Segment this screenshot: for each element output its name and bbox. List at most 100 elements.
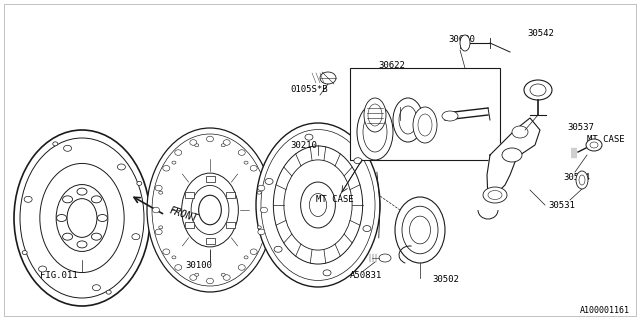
Ellipse shape <box>163 165 170 171</box>
Ellipse shape <box>323 270 331 276</box>
Text: 30100: 30100 <box>185 260 212 269</box>
Ellipse shape <box>159 226 163 229</box>
Ellipse shape <box>24 196 32 202</box>
Ellipse shape <box>260 207 268 213</box>
Ellipse shape <box>258 229 265 235</box>
Ellipse shape <box>512 126 528 138</box>
Ellipse shape <box>191 185 229 235</box>
Ellipse shape <box>190 275 197 280</box>
Ellipse shape <box>238 150 245 155</box>
Ellipse shape <box>155 185 162 191</box>
Ellipse shape <box>159 191 163 194</box>
Ellipse shape <box>182 173 238 247</box>
Ellipse shape <box>364 98 386 132</box>
Ellipse shape <box>56 185 108 252</box>
Ellipse shape <box>14 130 150 306</box>
Ellipse shape <box>261 130 375 280</box>
Text: 30531: 30531 <box>548 201 575 210</box>
Polygon shape <box>487 118 540 200</box>
Ellipse shape <box>207 278 214 284</box>
Ellipse shape <box>223 275 230 280</box>
Bar <box>350 68 500 160</box>
Ellipse shape <box>305 134 313 140</box>
Ellipse shape <box>524 80 552 100</box>
Ellipse shape <box>172 161 176 164</box>
Ellipse shape <box>77 188 87 195</box>
Ellipse shape <box>63 145 72 151</box>
Bar <box>185 222 194 228</box>
Ellipse shape <box>221 144 225 147</box>
Text: MT CASE: MT CASE <box>316 196 354 204</box>
Ellipse shape <box>402 206 438 254</box>
Ellipse shape <box>284 160 352 250</box>
Ellipse shape <box>250 249 257 254</box>
Ellipse shape <box>273 146 363 264</box>
Text: 30210: 30210 <box>290 140 317 149</box>
Ellipse shape <box>40 164 124 273</box>
Ellipse shape <box>92 196 101 203</box>
Ellipse shape <box>393 98 423 142</box>
Ellipse shape <box>117 164 125 170</box>
Ellipse shape <box>63 233 72 240</box>
Ellipse shape <box>190 140 197 145</box>
Ellipse shape <box>175 150 182 155</box>
Ellipse shape <box>483 187 507 203</box>
Text: A100001161: A100001161 <box>580 306 630 315</box>
Text: 30534: 30534 <box>563 173 590 182</box>
Ellipse shape <box>399 106 417 134</box>
Ellipse shape <box>301 182 335 228</box>
Ellipse shape <box>52 142 58 146</box>
Ellipse shape <box>274 246 282 252</box>
Text: 30620: 30620 <box>448 36 475 44</box>
Ellipse shape <box>163 249 170 254</box>
Ellipse shape <box>132 234 140 240</box>
Text: FRONT: FRONT <box>168 206 199 224</box>
Ellipse shape <box>223 140 230 145</box>
Ellipse shape <box>155 229 162 235</box>
Ellipse shape <box>410 216 431 244</box>
Ellipse shape <box>195 273 199 276</box>
Ellipse shape <box>418 114 432 136</box>
Ellipse shape <box>198 195 221 225</box>
Bar <box>205 238 214 244</box>
Ellipse shape <box>92 233 101 240</box>
Ellipse shape <box>175 265 182 270</box>
Ellipse shape <box>368 104 382 126</box>
Ellipse shape <box>207 136 214 142</box>
Ellipse shape <box>256 123 380 287</box>
Bar <box>226 222 235 228</box>
Ellipse shape <box>20 138 144 298</box>
Ellipse shape <box>488 190 502 199</box>
Ellipse shape <box>579 175 585 185</box>
Ellipse shape <box>106 290 111 294</box>
Ellipse shape <box>309 194 326 217</box>
Ellipse shape <box>250 165 257 171</box>
Ellipse shape <box>320 72 336 84</box>
Ellipse shape <box>395 197 445 263</box>
Bar <box>205 176 214 182</box>
Text: 30502: 30502 <box>432 276 459 284</box>
Bar <box>185 192 194 198</box>
Ellipse shape <box>137 181 142 185</box>
Ellipse shape <box>221 273 225 276</box>
Ellipse shape <box>363 112 387 152</box>
Ellipse shape <box>530 84 546 96</box>
Ellipse shape <box>67 199 97 237</box>
Ellipse shape <box>244 256 248 259</box>
Text: A50831: A50831 <box>350 270 382 279</box>
Ellipse shape <box>63 196 72 203</box>
Ellipse shape <box>195 144 199 147</box>
Ellipse shape <box>38 266 47 272</box>
Ellipse shape <box>590 142 598 148</box>
Ellipse shape <box>257 226 261 229</box>
Text: FIG.011: FIG.011 <box>40 270 77 279</box>
Ellipse shape <box>357 104 393 160</box>
Ellipse shape <box>238 265 245 270</box>
Ellipse shape <box>92 285 100 291</box>
Ellipse shape <box>379 254 391 262</box>
Ellipse shape <box>413 107 437 143</box>
Ellipse shape <box>265 179 273 184</box>
Ellipse shape <box>97 214 108 221</box>
Text: 0105S*B: 0105S*B <box>290 85 328 94</box>
Text: 30537: 30537 <box>567 124 594 132</box>
